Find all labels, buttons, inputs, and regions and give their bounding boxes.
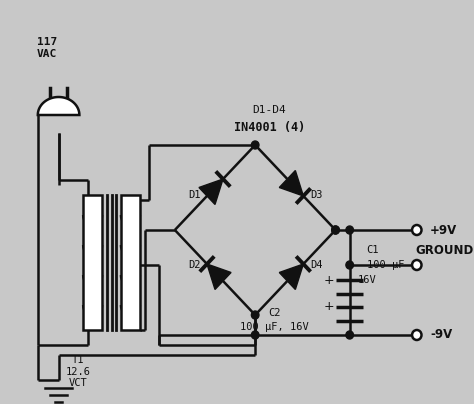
Polygon shape — [38, 97, 79, 115]
Text: C1: C1 — [367, 245, 379, 255]
Text: IN4001 (4): IN4001 (4) — [234, 120, 305, 133]
Bar — [121, 195, 140, 330]
Text: +: + — [324, 301, 334, 314]
Polygon shape — [199, 179, 223, 204]
Circle shape — [251, 331, 259, 339]
Polygon shape — [279, 170, 303, 196]
Text: +: + — [324, 274, 334, 286]
Circle shape — [332, 226, 339, 234]
Text: D1: D1 — [188, 191, 201, 200]
Text: D1-D4: D1-D4 — [253, 105, 286, 115]
Text: 16V: 16V — [357, 275, 376, 285]
Text: GROUND: GROUND — [415, 244, 474, 257]
Circle shape — [346, 261, 354, 269]
Polygon shape — [207, 264, 231, 290]
Text: +9V: +9V — [430, 223, 457, 236]
Text: D3: D3 — [310, 191, 322, 200]
Text: -9V: -9V — [430, 328, 452, 341]
Text: D4: D4 — [310, 259, 322, 269]
Circle shape — [251, 311, 259, 319]
Text: D2: D2 — [188, 259, 201, 269]
Text: 100 μF, 16V: 100 μF, 16V — [240, 322, 309, 332]
Bar — [83, 195, 102, 330]
Circle shape — [412, 260, 421, 270]
Text: T1
12.6
VCT: T1 12.6 VCT — [66, 355, 91, 388]
Circle shape — [346, 226, 354, 234]
Circle shape — [251, 141, 259, 149]
Text: C2: C2 — [268, 308, 280, 318]
Text: 117
VAC: 117 VAC — [37, 37, 57, 59]
Circle shape — [346, 331, 354, 339]
Polygon shape — [279, 264, 303, 290]
Circle shape — [332, 226, 339, 234]
Circle shape — [412, 225, 421, 235]
Text: 100 μF: 100 μF — [367, 260, 404, 270]
Circle shape — [412, 330, 421, 340]
